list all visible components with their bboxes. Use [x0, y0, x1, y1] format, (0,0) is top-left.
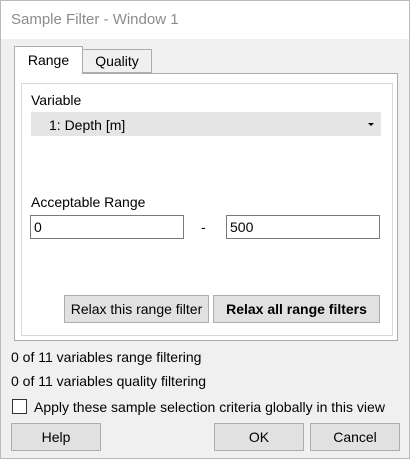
tab-quality[interactable]: Quality	[82, 49, 152, 73]
range-filtering-status: 0 of 11 variables range filtering	[11, 349, 201, 365]
range-separator: -	[201, 219, 206, 235]
variable-select-value: 1: Depth [m]	[49, 117, 125, 133]
acceptable-range-label: Acceptable Range	[31, 194, 145, 210]
window-title: Sample Filter - Window 1	[11, 11, 179, 28]
apply-globally-checkbox[interactable]	[12, 399, 27, 414]
cancel-button[interactable]: Cancel	[310, 423, 400, 451]
ok-button[interactable]: OK	[214, 423, 304, 451]
chevron-down-icon	[368, 123, 374, 126]
quality-filtering-status: 0 of 11 variables quality filtering	[11, 373, 206, 389]
variable-label: Variable	[31, 92, 81, 108]
help-button[interactable]: Help	[11, 423, 101, 451]
range-max-input[interactable]	[226, 215, 380, 239]
range-min-input[interactable]	[30, 215, 184, 239]
relax-all-range-filters-button[interactable]: Relax all range filters	[213, 295, 380, 323]
relax-this-range-filter-button[interactable]: Relax this range filter	[64, 295, 209, 323]
apply-globally-label[interactable]: Apply these sample selection criteria gl…	[34, 399, 385, 415]
variable-select[interactable]: 1: Depth [m]	[31, 112, 381, 136]
title-bar[interactable]: Sample Filter - Window 1	[1, 1, 409, 39]
tab-range[interactable]: Range	[14, 46, 83, 74]
